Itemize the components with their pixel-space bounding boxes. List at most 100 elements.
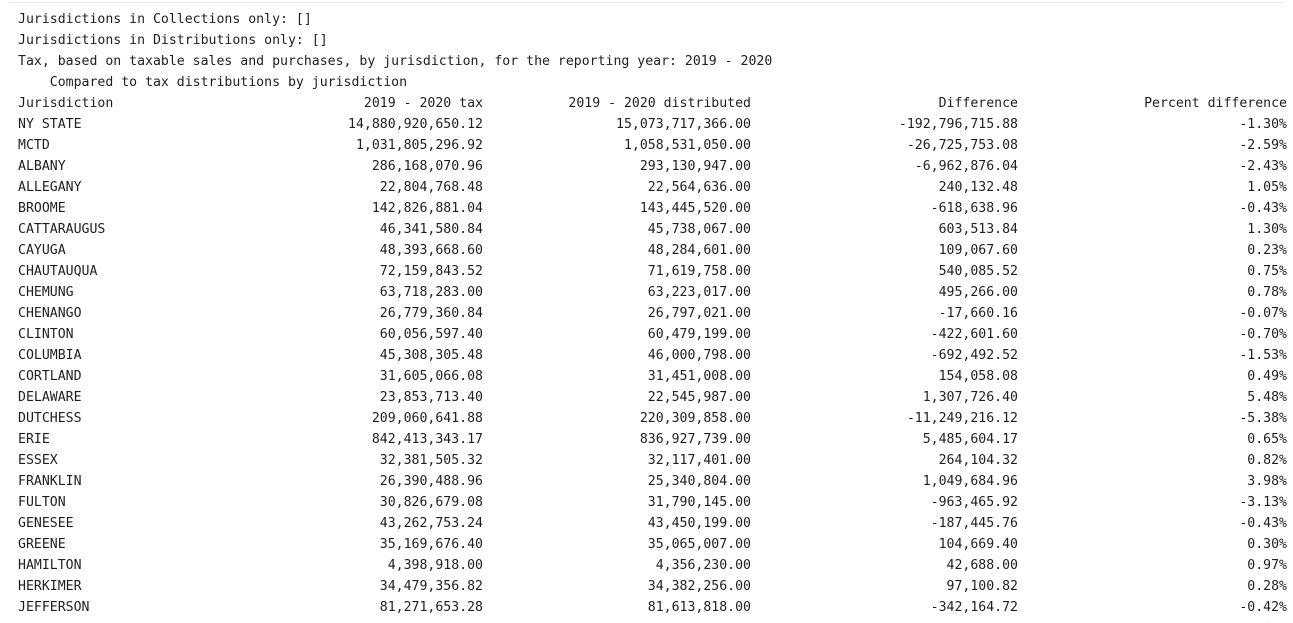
- cell-tax: 14,880,920,650.12: [348, 117, 483, 132]
- cell-distributed: 1,058,531,050.00: [623, 138, 751, 153]
- header-tax: 2019 - 2020 tax: [363, 96, 483, 111]
- cell-percent-difference: -0.43%: [1239, 201, 1287, 216]
- cell-difference: -422,601.60: [930, 327, 1018, 342]
- cell-difference: -963,465.92: [930, 495, 1018, 510]
- cell-tax: 30,826,679.08: [379, 495, 483, 510]
- table-row: GENESEE 43,262,753.24 43,450,199.00 -187,44…: [18, 513, 1287, 534]
- cell-tax: 46,341,580.84: [379, 222, 483, 237]
- cell-distributed: 22,564,636.00: [647, 180, 751, 195]
- cell-difference: 1,049,684.96: [922, 474, 1018, 489]
- cell-distributed: 81,613,818.00: [647, 600, 751, 615]
- cell-percent-difference: 0.78%: [1247, 285, 1287, 300]
- cell-percent-difference: -5.38%: [1239, 411, 1287, 426]
- cell-difference: -692,492.52: [930, 348, 1018, 363]
- cell-difference: 154,058.08: [938, 369, 1018, 384]
- cell-jurisdiction: MCTD: [18, 138, 50, 153]
- header-jurisdiction: Jurisdiction: [18, 96, 114, 111]
- cell-difference: -618,638.96: [930, 201, 1018, 216]
- table-row: CHAUTAUQUA 72,159,843.52 71,619,758.00 540,…: [18, 261, 1287, 282]
- cell-jurisdiction: DELAWARE: [18, 390, 82, 405]
- header-percent-difference: Percent difference: [1144, 96, 1287, 111]
- output-top-border: [10, 2, 1283, 3]
- cell-jurisdiction: DUTCHESS: [18, 411, 82, 426]
- cell-distributed: 26,797,021.00: [647, 306, 751, 321]
- cell-percent-difference: -0.70%: [1239, 327, 1287, 342]
- cell-difference: 264,104.32: [938, 453, 1018, 468]
- cell-distributed: 45,738,067.00: [647, 222, 751, 237]
- table-row: FULTON 30,826,679.08 31,790,145.00 -963,465…: [18, 492, 1287, 513]
- cell-distributed: 63,223,017.00: [647, 285, 751, 300]
- cell-tax: 1,031,805,296.92: [355, 138, 483, 153]
- cell-percent-difference: -3.13%: [1239, 495, 1287, 510]
- table-row: CATTARAUGUS 46,341,580.84 45,738,067.00 603…: [18, 219, 1287, 240]
- table-header: Jurisdiction 2019 - 2020 tax 2019 - 2020…: [18, 93, 1287, 114]
- cell-jurisdiction: GREENE: [18, 537, 66, 552]
- cell-percent-difference: 1.30%: [1247, 222, 1287, 237]
- cell-jurisdiction: FRANKLIN: [18, 474, 82, 489]
- cell-distributed: 31,451,008.00: [647, 369, 751, 384]
- cell-distributed: 48,284,601.00: [647, 243, 751, 258]
- cell-jurisdiction: ALBANY: [18, 159, 66, 174]
- cell-tax: 32,381,505.32: [379, 453, 483, 468]
- cell-jurisdiction: COLUMBIA: [18, 348, 82, 363]
- clipped-next-row: -: [1263, 617, 1271, 623]
- cell-percent-difference: -2.43%: [1239, 159, 1287, 174]
- cell-difference: -192,796,715.88: [898, 117, 1018, 132]
- cell-percent-difference: 0.28%: [1247, 579, 1287, 594]
- cell-distributed: 31,790,145.00: [647, 495, 751, 510]
- cell-tax: 63,718,283.00: [379, 285, 483, 300]
- cell-jurisdiction: CLINTON: [18, 327, 74, 342]
- table-row: NY STATE 14,880,920,650.12 15,073,717,366.…: [18, 114, 1287, 135]
- cell-tax: 842,413,343.17: [371, 432, 483, 447]
- cell-difference: -6,962,876.04: [914, 159, 1018, 174]
- cell-percent-difference: 0.30%: [1247, 537, 1287, 552]
- table-row: CORTLAND 31,605,066.08 31,451,008.00 154,05…: [18, 366, 1287, 387]
- cell-percent-difference: 0.97%: [1247, 558, 1287, 573]
- cell-difference: 603,513.84: [938, 222, 1018, 237]
- cell-tax: 26,779,360.84: [379, 306, 483, 321]
- cell-distributed: 71,619,758.00: [647, 264, 751, 279]
- cell-distributed: 34,382,256.00: [647, 579, 751, 594]
- cell-tax: 35,169,676.40: [379, 537, 483, 552]
- cell-jurisdiction: CATTARAUGUS: [18, 222, 106, 237]
- cell-distributed: 4,356,230.00: [655, 558, 751, 573]
- cell-distributed: 60,479,199.00: [647, 327, 751, 342]
- cell-distributed: 22,545,987.00: [647, 390, 751, 405]
- cell-percent-difference: -1.53%: [1239, 348, 1287, 363]
- table-row: FRANKLIN 26,390,488.96 25,340,804.00 1,049,…: [18, 471, 1287, 492]
- cell-difference: -11,249,216.12: [906, 411, 1018, 426]
- cell-distributed: 293,130,947.00: [639, 159, 751, 174]
- cell-percent-difference: -0.42%: [1239, 600, 1287, 615]
- cell-percent-difference: 0.65%: [1247, 432, 1287, 447]
- cell-distributed: 143,445,520.00: [639, 201, 751, 216]
- cell-percent-difference: 0.82%: [1247, 453, 1287, 468]
- cell-jurisdiction: ERIE: [18, 432, 50, 447]
- cell-percent-difference: -0.43%: [1239, 516, 1287, 531]
- cell-distributed: 836,927,739.00: [639, 432, 751, 447]
- cell-tax: 26,390,488.96: [379, 474, 483, 489]
- cell-jurisdiction: BROOME: [18, 201, 66, 216]
- cell-jurisdiction: HAMILTON: [18, 558, 82, 573]
- cell-tax: 72,159,843.52: [379, 264, 483, 279]
- table-row: CHEMUNG 63,718,283.00 63,223,017.00 495,266…: [18, 282, 1287, 303]
- table-row: CLINTON 60,056,597.40 60,479,199.00 -422,60…: [18, 324, 1287, 345]
- cell-jurisdiction: CORTLAND: [18, 369, 82, 384]
- notebook-output-area: Jurisdictions in Collections only: [] Ju…: [18, 9, 1287, 618]
- cell-tax: 60,056,597.40: [379, 327, 483, 342]
- table-row: ESSEX 32,381,505.32 32,117,401.00 264,104.3…: [18, 450, 1287, 471]
- cell-tax: 34,479,356.82: [379, 579, 483, 594]
- collections-only-line: Jurisdictions in Collections only: []: [18, 12, 312, 27]
- cell-percent-difference: 0.49%: [1247, 369, 1287, 384]
- cell-percent-difference: 5.48%: [1247, 390, 1287, 405]
- cell-difference: 1,307,726.40: [922, 390, 1018, 405]
- cell-tax: 45,308,305.48: [379, 348, 483, 363]
- report-title-line: Tax, based on taxable sales and purchase…: [18, 54, 773, 69]
- cell-jurisdiction: FULTON: [18, 495, 66, 510]
- table-row: COLUMBIA 45,308,305.48 46,000,798.00 -692,4…: [18, 345, 1287, 366]
- cell-jurisdiction: CAYUGA: [18, 243, 66, 258]
- cell-distributed: 25,340,804.00: [647, 474, 751, 489]
- cell-distributed: 220,309,858.00: [639, 411, 751, 426]
- cell-difference: 109,067.60: [938, 243, 1018, 258]
- table-row: GREENE 35,169,676.40 35,065,007.00 104,669.…: [18, 534, 1287, 555]
- cell-percent-difference: 3.98%: [1247, 474, 1287, 489]
